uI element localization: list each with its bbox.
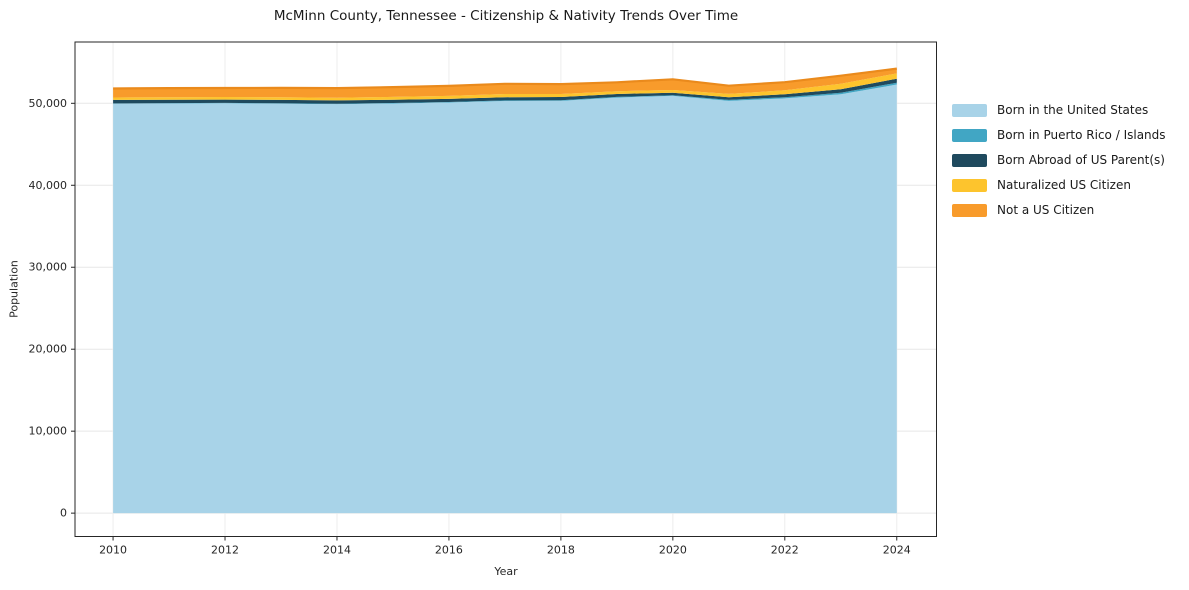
x-axis-label: Year [494,565,518,578]
x-tick-label: 2020 [659,544,687,557]
y-tick-label: 20,000 [29,343,68,356]
x-tick-label: 2018 [547,544,575,557]
legend-item: Born in the United States [952,103,1166,117]
x-tick-label: 2022 [771,544,799,557]
y-tick-label: 0 [60,507,67,520]
area-series [113,84,897,514]
legend: Born in the United States Born in Puerto … [952,103,1166,228]
x-tick-label: 2024 [883,544,911,557]
plot-border [74,41,937,537]
legend-swatch [952,153,987,167]
legend-item: Naturalized US Citizen [952,178,1166,192]
area-series [113,73,897,101]
legend-item: Not a US Citizen [952,203,1166,217]
legend-label: Born Abroad of US Parent(s) [997,153,1165,167]
y-tick-label: 10,000 [29,425,68,438]
y-tick-label: 50,000 [29,97,68,110]
x-tick-label: 2012 [211,544,239,557]
chart-title: McMinn County, Tennessee - Citizenship &… [273,8,739,24]
legend-swatch [952,203,987,217]
area-series [113,78,897,104]
legend-label: Born in Puerto Rico / Islands [997,128,1166,142]
legend-swatch [952,128,987,142]
y-tick-label: 40,000 [29,179,68,192]
legend-item: Born Abroad of US Parent(s) [952,153,1166,167]
legend-label: Not a US Citizen [997,203,1095,217]
area-top-edge [113,67,897,90]
legend-item: Born in Puerto Rico / Islands [952,128,1166,142]
legend-swatch [952,103,987,117]
y-tick-label: 30,000 [29,261,68,274]
area-series [113,68,897,98]
legend-label: Born in the United States [997,103,1149,117]
legend-swatch [952,178,987,192]
y-axis-label: Population [7,260,21,318]
x-tick-label: 2014 [323,544,351,557]
x-tick-label: 2016 [435,544,463,557]
legend-label: Naturalized US Citizen [997,178,1131,192]
x-tick-label: 2010 [99,544,127,557]
